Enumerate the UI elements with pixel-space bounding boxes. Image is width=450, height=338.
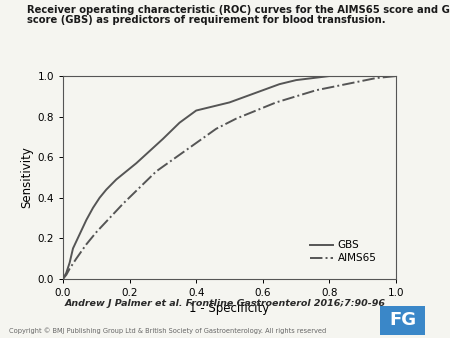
GBS <box>343 74 349 78</box>
Text: Receiver operating characteristic (ROC) curves for the AIMS65 score and Glasgow–: Receiver operating characteristic (ROC) … <box>27 5 450 15</box>
AIMS65 <box>94 230 99 234</box>
GBS <box>113 177 119 182</box>
AIMS65 <box>194 141 199 145</box>
GBS <box>210 104 216 108</box>
AIMS65 <box>60 277 66 281</box>
GBS <box>90 206 96 210</box>
X-axis label: 1 - Specificity: 1 - Specificity <box>189 302 270 315</box>
GBS <box>77 232 82 236</box>
Text: FG: FG <box>389 311 416 329</box>
GBS <box>310 76 315 80</box>
GBS <box>70 246 76 250</box>
GBS <box>293 78 299 82</box>
AIMS65 <box>213 127 219 131</box>
GBS <box>194 108 199 113</box>
AIMS65 <box>174 155 179 159</box>
Text: Copyright © BMJ Publishing Group Ltd & British Society of Gastroenterology. All : Copyright © BMJ Publishing Group Ltd & B… <box>9 327 326 334</box>
AIMS65 <box>333 84 339 88</box>
GBS <box>227 100 232 104</box>
GBS <box>360 74 365 78</box>
GBS <box>97 196 102 200</box>
Line: GBS: GBS <box>63 76 396 279</box>
AIMS65 <box>67 267 72 271</box>
GBS <box>177 121 182 125</box>
GBS <box>147 149 152 153</box>
GBS <box>260 88 265 92</box>
AIMS65 <box>374 76 379 80</box>
GBS <box>60 277 66 281</box>
GBS <box>104 188 109 192</box>
AIMS65 <box>63 273 69 277</box>
AIMS65 <box>153 169 159 173</box>
AIMS65 <box>120 202 126 206</box>
GBS <box>277 82 282 86</box>
GBS <box>393 74 399 78</box>
AIMS65 <box>234 117 239 121</box>
Y-axis label: Sensitivity: Sensitivity <box>20 146 33 209</box>
GBS <box>327 74 332 78</box>
Legend: GBS, AIMS65: GBS, AIMS65 <box>306 236 381 268</box>
Text: score (GBS) as predictors of requirement for blood transfusion.: score (GBS) as predictors of requirement… <box>27 15 386 25</box>
GBS <box>67 261 72 265</box>
AIMS65 <box>107 216 112 220</box>
GBS <box>243 94 249 98</box>
AIMS65 <box>313 88 319 92</box>
GBS <box>160 137 166 141</box>
Text: Andrew J Palmer et al. Frontline Gastroenterol 2016;7:90-96: Andrew J Palmer et al. Frontline Gastroe… <box>64 299 386 308</box>
AIMS65 <box>274 100 279 104</box>
AIMS65 <box>293 94 299 98</box>
GBS <box>84 218 89 222</box>
AIMS65 <box>84 242 89 246</box>
GBS <box>63 271 69 275</box>
Line: AIMS65: AIMS65 <box>63 76 396 279</box>
AIMS65 <box>137 186 142 190</box>
GBS <box>134 161 139 165</box>
AIMS65 <box>253 108 259 113</box>
AIMS65 <box>353 80 359 84</box>
AIMS65 <box>393 74 399 78</box>
GBS <box>124 169 129 173</box>
AIMS65 <box>74 257 79 261</box>
